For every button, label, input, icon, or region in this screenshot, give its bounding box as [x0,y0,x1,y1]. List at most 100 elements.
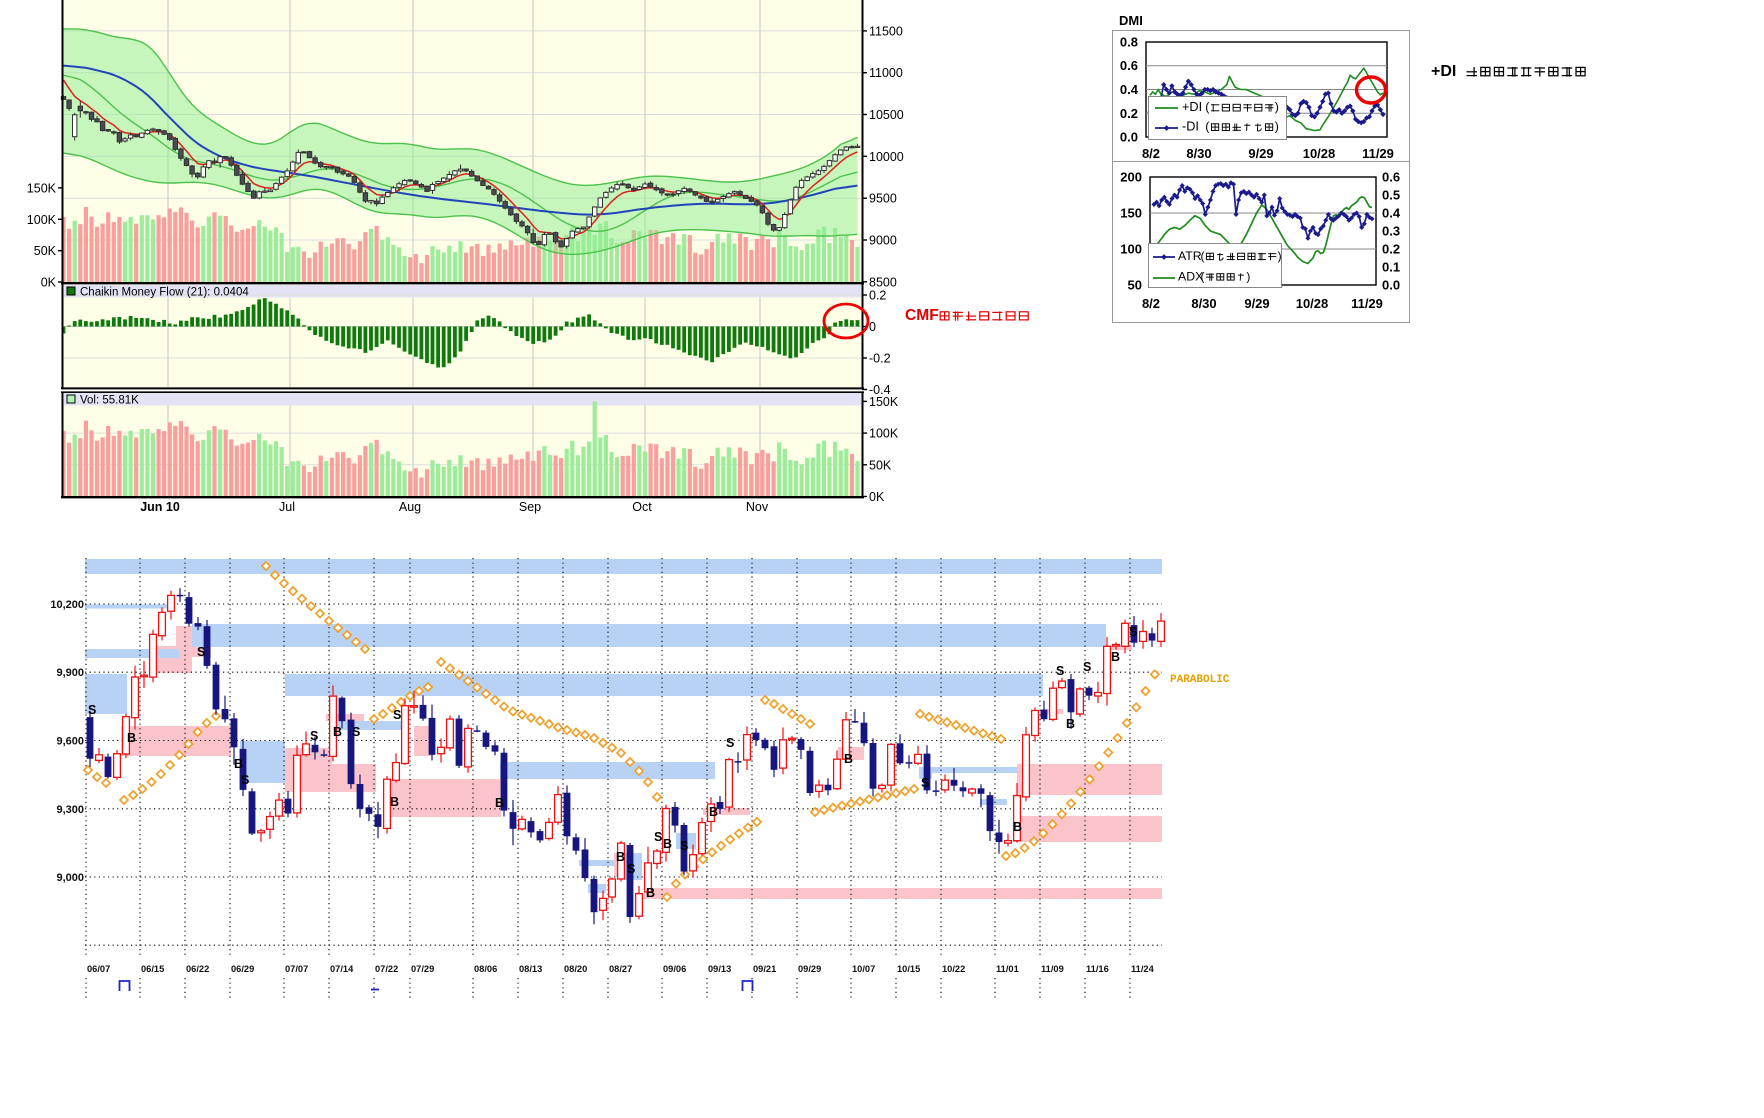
svg-text:B: B [390,795,399,809]
svg-text:11/09: 11/09 [1041,964,1064,974]
svg-text:9000: 9000 [869,234,897,248]
svg-text:S: S [654,830,662,844]
svg-text:08/27: 08/27 [609,964,632,974]
svg-text:06/29: 06/29 [231,964,254,974]
svg-text:B: B [495,796,504,810]
svg-text:08/20: 08/20 [564,964,587,974]
svg-text:150: 150 [1120,206,1142,221]
svg-text:07/22: 07/22 [375,964,398,974]
svg-text:Jul: Jul [279,500,295,514]
svg-text:0.8: 0.8 [1120,35,1138,50]
svg-text:(: ( [1205,120,1210,134]
svg-text:9,600: 9,600 [56,736,84,748]
svg-text:S: S [1129,625,1137,639]
svg-text:9,300: 9,300 [56,804,84,816]
svg-text:0.1: 0.1 [1382,260,1400,275]
svg-text:B: B [1111,650,1120,664]
svg-text:): ) [1278,249,1282,263]
svg-text:0: 0 [869,320,876,334]
svg-text:08/06: 08/06 [474,964,497,974]
svg-text:0.4: 0.4 [1382,206,1401,221]
svg-text:0.3: 0.3 [1382,224,1400,239]
svg-text:10,200: 10,200 [50,599,84,611]
svg-text:B: B [709,805,718,819]
svg-text:8500: 8500 [869,275,897,289]
svg-text:B: B [1066,717,1075,731]
svg-text:50K: 50K [34,244,57,258]
svg-text:(: ( [1201,249,1205,263]
svg-text:10/22: 10/22 [942,964,965,974]
svg-text:): ) [1275,120,1279,134]
svg-text:0.2: 0.2 [869,289,886,303]
svg-text:9,000: 9,000 [56,872,84,884]
svg-text:ADX: ADX [1178,269,1203,283]
svg-text:ATR: ATR [1178,249,1202,263]
svg-text:S: S [393,708,401,722]
svg-text:B: B [333,725,342,739]
svg-text:50K: 50K [869,458,892,472]
svg-text:10500: 10500 [869,108,904,122]
svg-text:S: S [310,729,318,743]
svg-text:0.6: 0.6 [1120,58,1138,73]
svg-text:S: S [197,645,205,659]
svg-text:50: 50 [1128,278,1142,293]
svg-text:): ) [1246,269,1250,283]
svg-text:Sep: Sep [519,500,541,514]
svg-text:06/07: 06/07 [87,964,110,974]
svg-text:B: B [663,837,672,851]
svg-text:10/15: 10/15 [897,964,920,974]
svg-text:10/07: 10/07 [852,964,875,974]
svg-text:09/21: 09/21 [753,964,776,974]
svg-text:150K: 150K [869,395,899,409]
svg-text:10/28: 10/28 [1303,146,1336,161]
svg-text:11/29: 11/29 [1362,146,1394,161]
svg-text:-0.4: -0.4 [869,383,891,397]
svg-text:(: ( [1205,100,1210,114]
svg-text:06/15: 06/15 [141,964,164,974]
svg-text:PARABOLIC: PARABOLIC [1170,674,1230,686]
svg-text:08/13: 08/13 [519,964,542,974]
svg-text:0.5: 0.5 [1382,188,1400,203]
svg-text:10/28: 10/28 [1296,296,1329,311]
svg-text:Nov: Nov [746,500,769,514]
svg-text:Vol: 55.81K: Vol: 55.81K [80,395,139,407]
svg-text:9,900: 9,900 [56,667,84,679]
svg-text:9500: 9500 [869,192,897,206]
svg-text:9/29: 9/29 [1248,146,1273,161]
svg-text:100K: 100K [869,427,899,441]
svg-text:8/30: 8/30 [1191,296,1216,311]
svg-text:S: S [680,839,688,853]
svg-text:09/06: 09/06 [663,964,686,974]
svg-text:S: S [352,725,360,739]
svg-text:B: B [127,731,136,745]
svg-text:-0.2: -0.2 [869,352,891,366]
svg-text:150K: 150K [27,181,57,195]
svg-text:B: B [1013,820,1022,834]
svg-text:09/13: 09/13 [708,964,731,974]
svg-text:B: B [646,886,655,900]
svg-text:11/16: 11/16 [1086,964,1109,974]
svg-text:200: 200 [1120,170,1142,185]
svg-text:11/01: 11/01 [996,964,1019,974]
svg-text:0.2: 0.2 [1120,106,1138,121]
svg-text:S: S [241,773,249,787]
svg-text:+DI: +DI [1182,100,1202,114]
svg-text:S: S [726,736,734,750]
svg-text:CMF: CMF [905,307,939,324]
svg-text:B: B [616,850,625,864]
svg-text:0K: 0K [869,490,885,504]
svg-text:9/29: 9/29 [1244,296,1269,311]
svg-text:Aug: Aug [399,500,421,514]
svg-text:11/29: 11/29 [1351,296,1383,311]
svg-text:100K: 100K [27,213,57,227]
svg-text:0.0: 0.0 [1382,278,1400,293]
svg-text:S: S [88,703,96,717]
svg-text:0.0: 0.0 [1120,130,1138,145]
svg-text:8/30: 8/30 [1186,146,1211,161]
svg-text:0.4: 0.4 [1120,82,1139,97]
svg-text:07/29: 07/29 [411,964,434,974]
svg-text:11500: 11500 [869,24,903,38]
svg-text:0K: 0K [41,276,57,290]
svg-text:09/29: 09/29 [798,964,821,974]
svg-text:11000: 11000 [869,66,903,80]
